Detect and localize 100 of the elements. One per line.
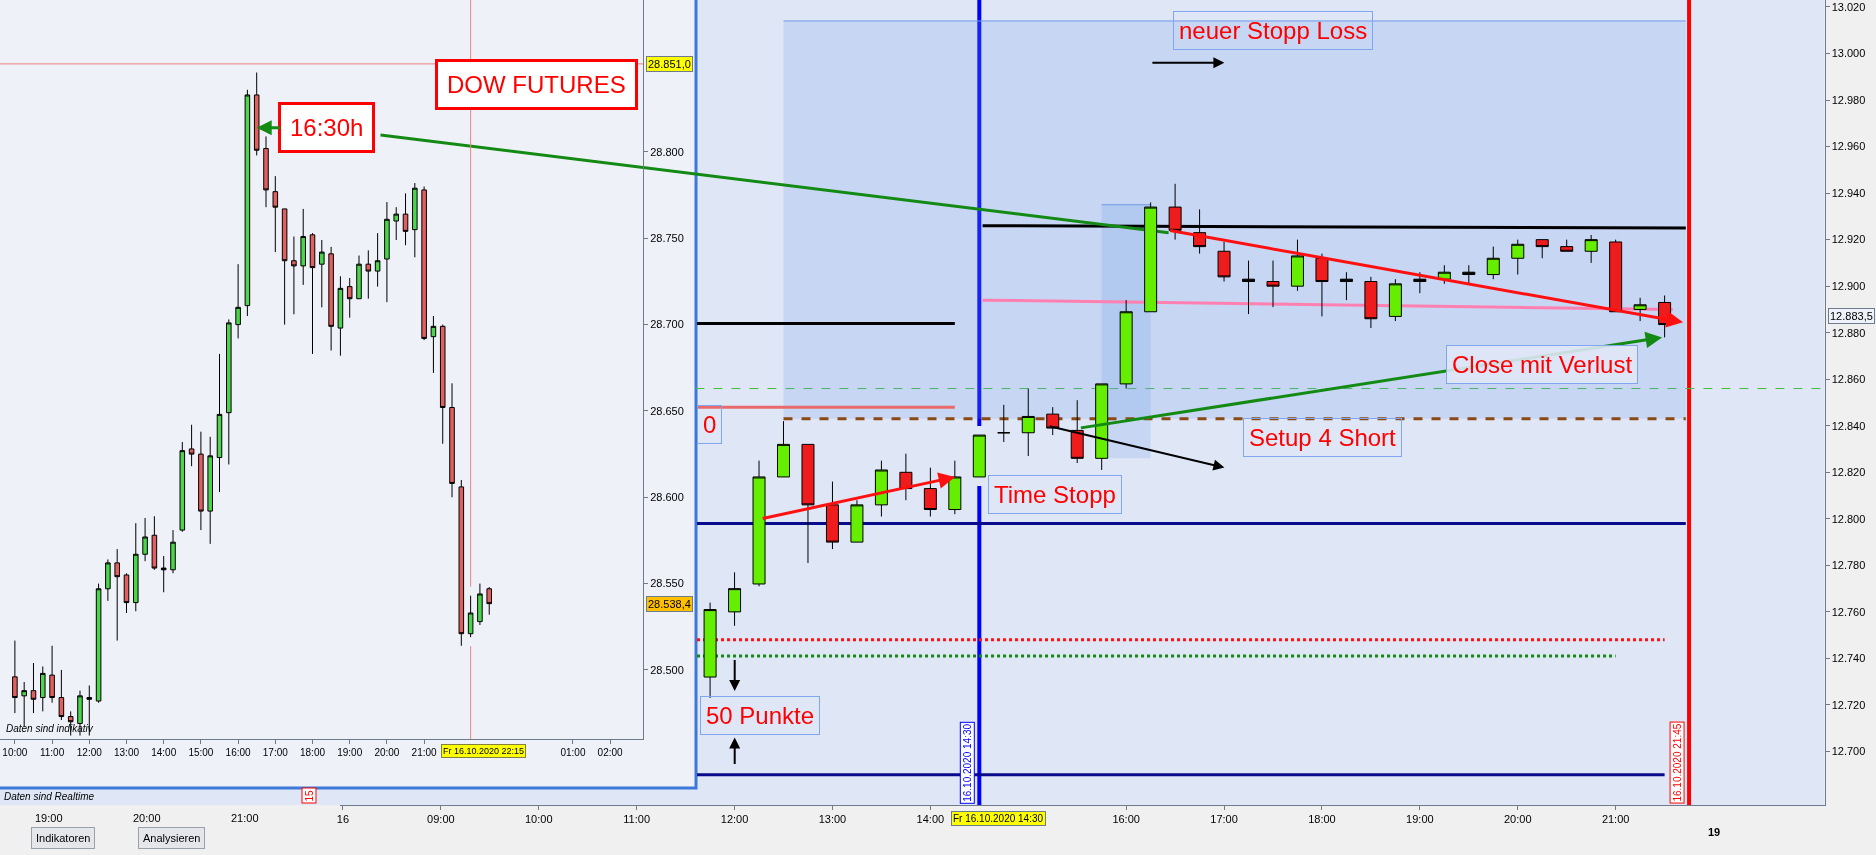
candlestick <box>948 460 962 515</box>
candlestick <box>402 192 409 246</box>
text: Fr 16.10.2020 14:30 <box>953 813 1044 824</box>
candlestick <box>1119 299 1133 390</box>
candlestick <box>179 441 186 533</box>
candlestick <box>328 246 334 352</box>
candlestick <box>412 182 418 258</box>
x-tick-label: 16 <box>336 813 350 826</box>
annotation: Setup 4 Short <box>1249 424 1397 451</box>
x-tick-label: 21:00 <box>1601 813 1630 826</box>
candlestick <box>850 499 864 543</box>
x-tick-label: 10:00 <box>524 813 553 826</box>
candlestick <box>133 522 139 612</box>
candlestick <box>244 89 251 317</box>
y-tick-label: 12.780 <box>1831 559 1866 572</box>
y-tick-label: 12.740 <box>1831 652 1866 665</box>
annotation: Time Stopp <box>994 481 1116 508</box>
candlestick <box>123 572 130 614</box>
y-tick-label: 12.800 <box>1831 512 1866 525</box>
x-tick-label: 16:00 <box>225 747 252 758</box>
candlestick <box>449 382 455 498</box>
x-tick-label: 13:00 <box>818 813 847 826</box>
x-tick-label: 11:00 <box>39 747 65 758</box>
candlestick <box>439 324 446 445</box>
candlestick <box>188 424 195 467</box>
candlestick <box>972 434 986 478</box>
x-tick-label: 11:00 <box>623 813 651 826</box>
y-tick-label: 28.750 <box>650 232 684 245</box>
x-tick-label: 09:00 <box>427 813 455 826</box>
annotation: Close mit Verlust <box>1452 351 1633 378</box>
candlestick <box>160 555 167 593</box>
candlestick <box>253 72 260 156</box>
candlestick <box>226 318 232 465</box>
candlestick <box>1266 260 1280 308</box>
candlestick <box>374 232 381 288</box>
candlestick <box>1339 271 1353 301</box>
x-tick-label: 12:00 <box>76 747 103 758</box>
candlestick <box>49 645 55 704</box>
candlestick <box>12 640 18 714</box>
candlestick <box>263 135 269 208</box>
annotation: 0 <box>703 411 717 438</box>
candlestick <box>95 583 102 704</box>
candlestick <box>1535 239 1549 259</box>
x-tick-label: 14:00 <box>151 747 177 758</box>
candlestick <box>281 208 288 326</box>
candlestick <box>1021 388 1035 457</box>
candlestick <box>1364 276 1378 329</box>
candlestick <box>1388 278 1402 322</box>
candlestick <box>114 548 120 642</box>
text: Analysieren <box>143 832 201 844</box>
candlestick <box>272 175 279 253</box>
x-tick-label: 20:00 <box>1503 813 1532 826</box>
candlestick <box>1584 234 1598 264</box>
x-tick-label: 13:00 <box>113 747 140 758</box>
candlestick <box>105 558 111 602</box>
candlestick <box>346 277 353 319</box>
candlestick <box>384 201 390 303</box>
y-tick-label: 12.700 <box>1831 745 1866 758</box>
candlestick <box>1462 264 1476 285</box>
annotation: neuer Stopp Loss <box>1179 17 1368 44</box>
candlestick <box>777 420 790 478</box>
x-tick-label: 10:00 <box>2 747 28 758</box>
x-tick-label: 18:00 <box>1308 813 1336 826</box>
candlestick <box>1609 239 1623 313</box>
x-tick-label: 21:00 <box>411 747 438 758</box>
candlestick <box>997 404 1011 443</box>
candlestick <box>801 443 815 564</box>
candlestick <box>430 315 437 374</box>
candlestick <box>467 595 474 638</box>
x-tick-label: 20:00 <box>374 747 400 758</box>
candlestick <box>30 662 37 714</box>
candlestick <box>40 665 46 712</box>
candlestick <box>198 431 204 531</box>
candlestick <box>319 239 325 308</box>
text: 12.883,5 <box>1830 310 1873 322</box>
candlestick <box>291 236 297 315</box>
y-tick-label: 28.550 <box>650 577 684 590</box>
candlestick <box>1633 297 1647 322</box>
y-tick-label: 28.600 <box>650 491 684 504</box>
candlestick <box>393 206 399 241</box>
y-tick-label: 12.900 <box>1831 280 1866 293</box>
x-tick-label: 12:00 <box>720 813 749 826</box>
y-tick-label: 12.720 <box>1831 698 1866 711</box>
candlestick <box>1486 246 1500 280</box>
candlestick <box>923 467 937 517</box>
candlestick <box>1242 260 1256 315</box>
y-tick-label: 12.980 <box>1831 93 1866 106</box>
y-tick-label: 28.650 <box>650 404 684 417</box>
x-tick-label: 18:00 <box>299 747 326 758</box>
candlestick <box>365 249 372 300</box>
candlestick <box>142 517 148 562</box>
y-tick-label: 12.960 <box>1831 140 1866 153</box>
candlestick <box>356 255 362 300</box>
candlestick <box>58 669 65 721</box>
candlestick <box>752 460 766 587</box>
candlestick <box>337 275 344 357</box>
y-tick-label: 13.020 <box>1831 0 1866 13</box>
text: 19 <box>1708 826 1721 838</box>
y-tick-label: 28.700 <box>650 318 684 331</box>
candlestick <box>728 571 742 627</box>
